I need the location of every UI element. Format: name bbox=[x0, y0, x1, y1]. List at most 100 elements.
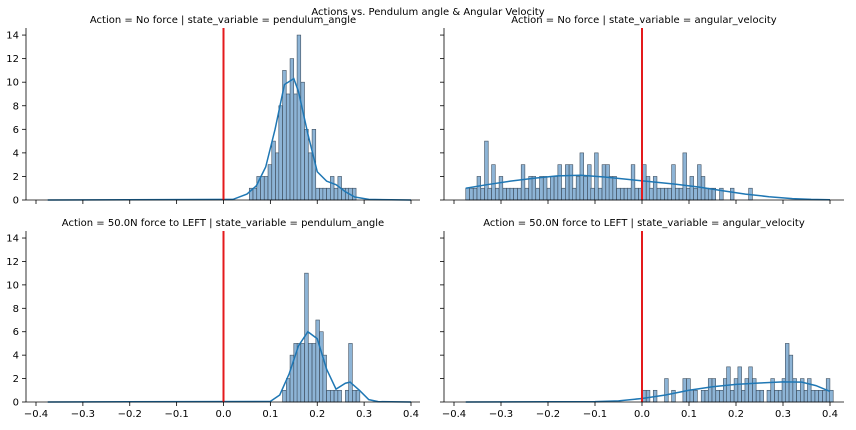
histogram-bar bbox=[733, 378, 739, 403]
x-tick-label: 0.3 bbox=[356, 409, 372, 420]
histogram-bar bbox=[642, 164, 647, 201]
histogram-bar bbox=[627, 187, 632, 201]
histogram-bar bbox=[286, 93, 291, 201]
histogram-bar bbox=[352, 389, 357, 403]
histogram-bar bbox=[620, 187, 625, 201]
histogram-bar bbox=[286, 378, 291, 403]
histogram-bar bbox=[707, 378, 713, 403]
y-tick-label: 4 bbox=[13, 148, 19, 159]
x-tick-label: −0.1 bbox=[583, 409, 607, 420]
histogram-bar bbox=[311, 343, 317, 403]
kde-line bbox=[47, 330, 412, 403]
histogram-bar bbox=[524, 187, 529, 201]
histogram-bar bbox=[252, 187, 257, 201]
histogram-bar bbox=[671, 164, 676, 201]
histogram-bar bbox=[697, 164, 702, 201]
histogram-bar bbox=[649, 187, 654, 201]
histogram-bar bbox=[465, 187, 470, 201]
histogram-bar bbox=[509, 187, 514, 201]
panel-4: Action = 50.0N force to LEFT | state_var… bbox=[440, 218, 844, 420]
histogram-bar bbox=[777, 389, 783, 403]
histogram-bar bbox=[715, 389, 720, 403]
y-tick-label: 14 bbox=[6, 31, 19, 42]
histogram-bar bbox=[491, 164, 496, 201]
histogram-bar bbox=[498, 176, 504, 201]
histogram-bar bbox=[476, 176, 481, 201]
histogram-bar bbox=[296, 343, 302, 403]
histogram-bar bbox=[682, 152, 687, 201]
y-tick-label: 12 bbox=[6, 257, 19, 268]
histogram-bar bbox=[502, 187, 507, 201]
histogram-bar bbox=[601, 164, 607, 201]
histogram-bar bbox=[616, 187, 621, 201]
histogram-bar bbox=[480, 187, 485, 201]
histogram-bar bbox=[814, 389, 819, 403]
histogram-bar bbox=[642, 389, 647, 403]
histogram-bar bbox=[557, 164, 562, 201]
histogram-bar bbox=[822, 389, 827, 403]
histogram-bar bbox=[278, 105, 283, 201]
histogram-bar bbox=[517, 187, 522, 201]
histogram-bar bbox=[333, 389, 339, 403]
histogram-bar bbox=[634, 187, 639, 201]
panel-title: Action = No force | state_variable = ang… bbox=[511, 15, 776, 26]
histogram-bar bbox=[330, 389, 335, 403]
x-tick-label: −0.3 bbox=[71, 409, 95, 420]
x-tick-label: 0.0 bbox=[216, 409, 232, 420]
histogram-bar bbox=[267, 164, 272, 201]
kde-line bbox=[47, 77, 412, 201]
histogram-bar bbox=[304, 129, 309, 201]
histogram-bar bbox=[656, 187, 662, 201]
panel-title: Action = No force | state_variable = pen… bbox=[90, 15, 356, 26]
histogram-bar bbox=[579, 152, 584, 201]
histogram-bar bbox=[300, 343, 305, 403]
histogram-bar bbox=[348, 343, 353, 403]
histogram-bar bbox=[707, 187, 713, 201]
histogram-bar bbox=[774, 389, 779, 403]
histogram-bar bbox=[520, 164, 526, 201]
y-tick-label: 6 bbox=[13, 125, 19, 136]
histogram-bar bbox=[583, 176, 588, 201]
histogram-bar bbox=[308, 343, 313, 403]
y-tick-label: 10 bbox=[6, 280, 19, 291]
histogram-bar bbox=[315, 187, 320, 201]
x-tick-label: 0.2 bbox=[309, 409, 325, 420]
histogram-bar bbox=[752, 378, 757, 403]
histogram-bar bbox=[689, 176, 694, 201]
histogram-bar bbox=[807, 378, 812, 403]
x-tick-label: −0.4 bbox=[24, 409, 48, 420]
histogram-bar bbox=[810, 389, 816, 403]
histogram-bar bbox=[337, 389, 342, 403]
y-tick-label: 2 bbox=[13, 172, 19, 183]
histogram-bar bbox=[700, 389, 706, 403]
histogram-bar bbox=[300, 81, 305, 201]
histogram-bar bbox=[689, 389, 694, 403]
x-tick-label: −0.4 bbox=[442, 409, 466, 420]
histogram-bar bbox=[355, 389, 361, 403]
histogram-bar bbox=[608, 176, 614, 201]
histogram-bar bbox=[495, 187, 500, 201]
x-tick-label: −0.2 bbox=[536, 409, 560, 420]
histogram-bar bbox=[575, 176, 581, 201]
x-tick-label: 0.4 bbox=[403, 409, 419, 420]
histogram-bar bbox=[719, 389, 724, 403]
histogram-bar bbox=[675, 187, 680, 201]
y-tick-label: 8 bbox=[13, 101, 19, 112]
y-tick-label: 4 bbox=[13, 351, 19, 362]
histogram-bar bbox=[597, 187, 603, 201]
histogram-bar bbox=[744, 378, 749, 403]
histogram-bar bbox=[472, 187, 478, 201]
y-tick-label: 14 bbox=[6, 234, 19, 245]
histogram-bar bbox=[330, 176, 335, 201]
panel-title: Action = 50.0N force to LEFT | state_var… bbox=[62, 218, 384, 229]
chart-suptitle: Actions vs. Pendulum angle & Angular Vel… bbox=[311, 7, 544, 18]
histogram-bar bbox=[542, 176, 548, 201]
histogram-bar bbox=[561, 187, 566, 201]
histogram-bar bbox=[282, 389, 287, 403]
histogram-bar bbox=[829, 389, 834, 403]
histogram-bar bbox=[660, 187, 665, 201]
panel-1: Action = No force | state_variable = pen… bbox=[6, 15, 420, 207]
histogram-bar bbox=[322, 187, 327, 201]
histogram-bar bbox=[711, 378, 717, 403]
